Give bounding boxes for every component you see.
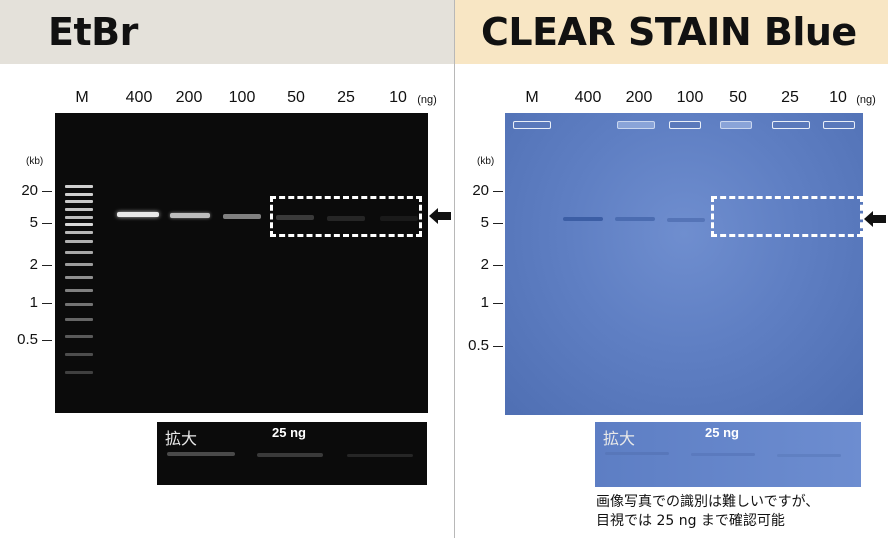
size-tick [42, 191, 52, 192]
arrow-left-icon [864, 211, 886, 227]
size-label-0-5: 0.5 [17, 331, 38, 348]
size-tick [493, 223, 503, 224]
size-label-2: 2 [29, 256, 38, 273]
lane-label-marker: M [75, 89, 89, 106]
lane-label-400: 400 [574, 89, 602, 106]
ladder-band [65, 231, 93, 234]
ladder-band [65, 193, 93, 196]
ladder-band [65, 240, 93, 243]
zoom-band [167, 452, 235, 456]
clear-stain-title: CLEAR STAIN Blue [481, 10, 857, 54]
sample-band-200 [615, 217, 655, 221]
ladder-band [65, 289, 93, 292]
size-label-5: 5 [29, 214, 38, 231]
zoom-band [777, 454, 841, 457]
gel-well [720, 121, 752, 129]
lane-label-50: 50 [729, 89, 747, 106]
zoom-band [605, 452, 669, 455]
clear-stain-panel: CLEAR STAIN Blue M 400 200 100 50 25 10 … [455, 0, 888, 538]
kb-label: (kb) [26, 156, 44, 167]
zoom-ng-label: 25 ng [272, 425, 306, 440]
size-tick [493, 191, 503, 192]
etbr-zoom-inset: 拡大 25 ng [157, 422, 427, 485]
gel-well [669, 121, 701, 129]
size-label-0-5: 0.5 [468, 337, 489, 354]
highlight-box [270, 196, 422, 237]
size-label-2: 2 [480, 256, 489, 273]
ladder-band [65, 216, 93, 219]
zoom-ng-label: 25 ng [705, 425, 739, 440]
sample-band-100 [223, 214, 261, 219]
ladder-band [65, 335, 93, 338]
etbr-gel-image [55, 113, 428, 413]
zoom-label: 拡大 [165, 429, 198, 448]
etbr-header: EtBr [0, 0, 455, 64]
ladder-band [65, 276, 93, 279]
unit-label: (ng) [417, 94, 437, 106]
sample-band-100 [667, 218, 705, 222]
note-line-1: 画像写真での識別は難しいですが、 [596, 494, 820, 510]
gel-well [617, 121, 655, 129]
size-label-20: 20 [472, 182, 489, 199]
size-label-1: 1 [29, 294, 38, 311]
clear-stain-gel-image [505, 113, 863, 415]
ladder-band [65, 208, 93, 211]
ladder-band [65, 200, 93, 203]
lane-label-200: 200 [175, 89, 203, 106]
clear-stain-header: CLEAR STAIN Blue [455, 0, 888, 64]
size-tick [42, 265, 52, 266]
sample-band-10 [380, 216, 418, 221]
ladder-band [65, 353, 93, 356]
lane-label-25: 25 [337, 89, 355, 106]
lane-label-10: 10 [829, 89, 847, 106]
lane-label-25: 25 [781, 89, 799, 106]
sample-band-400 [117, 212, 159, 217]
lane-label-10: 10 [389, 89, 407, 106]
gel-well [772, 121, 810, 129]
lane-label-50: 50 [287, 89, 305, 106]
size-label-5: 5 [480, 214, 489, 231]
sample-band-400 [563, 217, 603, 221]
size-tick [493, 303, 503, 304]
size-tick [493, 265, 503, 266]
etbr-panel: EtBr M 400 200 100 50 25 10 (ng) (kb) 20… [0, 0, 455, 485]
detection-note: 画像写真での識別は難しいですが、 目視では 25 ng まで確認可能 [596, 493, 819, 531]
highlight-box [711, 196, 863, 237]
lane-label-400: 400 [125, 89, 153, 106]
zoom-band [257, 453, 323, 457]
gel-well [513, 121, 551, 129]
size-label-1: 1 [480, 294, 489, 311]
ladder-band [65, 303, 93, 306]
etbr-title: EtBr [48, 10, 138, 54]
sample-band-200 [170, 213, 210, 218]
note-line-2: 目視では 25 ng まで確認可能 [596, 513, 785, 529]
size-tick [42, 303, 52, 304]
size-tick [42, 340, 52, 341]
lane-label-100: 100 [676, 89, 704, 106]
zoom-band [347, 454, 413, 457]
sample-band-50 [276, 215, 314, 220]
size-tick [42, 223, 52, 224]
zoom-label: 拡大 [603, 429, 636, 448]
ladder-band [65, 185, 93, 188]
lane-label-100: 100 [228, 89, 256, 106]
unit-label: (ng) [856, 94, 876, 106]
zoom-band [691, 453, 755, 456]
sample-band-25 [327, 216, 365, 221]
lane-label-marker: M [525, 89, 539, 106]
gel-well [823, 121, 855, 129]
ladder-band [65, 263, 93, 266]
lane-label-200: 200 [625, 89, 653, 106]
clear-stain-zoom-inset: 拡大 25 ng [595, 422, 861, 487]
ladder-band [65, 251, 93, 254]
ladder-band [65, 223, 93, 226]
size-label-20: 20 [21, 182, 38, 199]
arrow-left-icon [429, 208, 451, 224]
ladder-band [65, 371, 93, 374]
ladder-band [65, 318, 93, 321]
kb-label: (kb) [477, 156, 495, 167]
size-tick [493, 346, 503, 347]
panel-divider [454, 0, 455, 538]
